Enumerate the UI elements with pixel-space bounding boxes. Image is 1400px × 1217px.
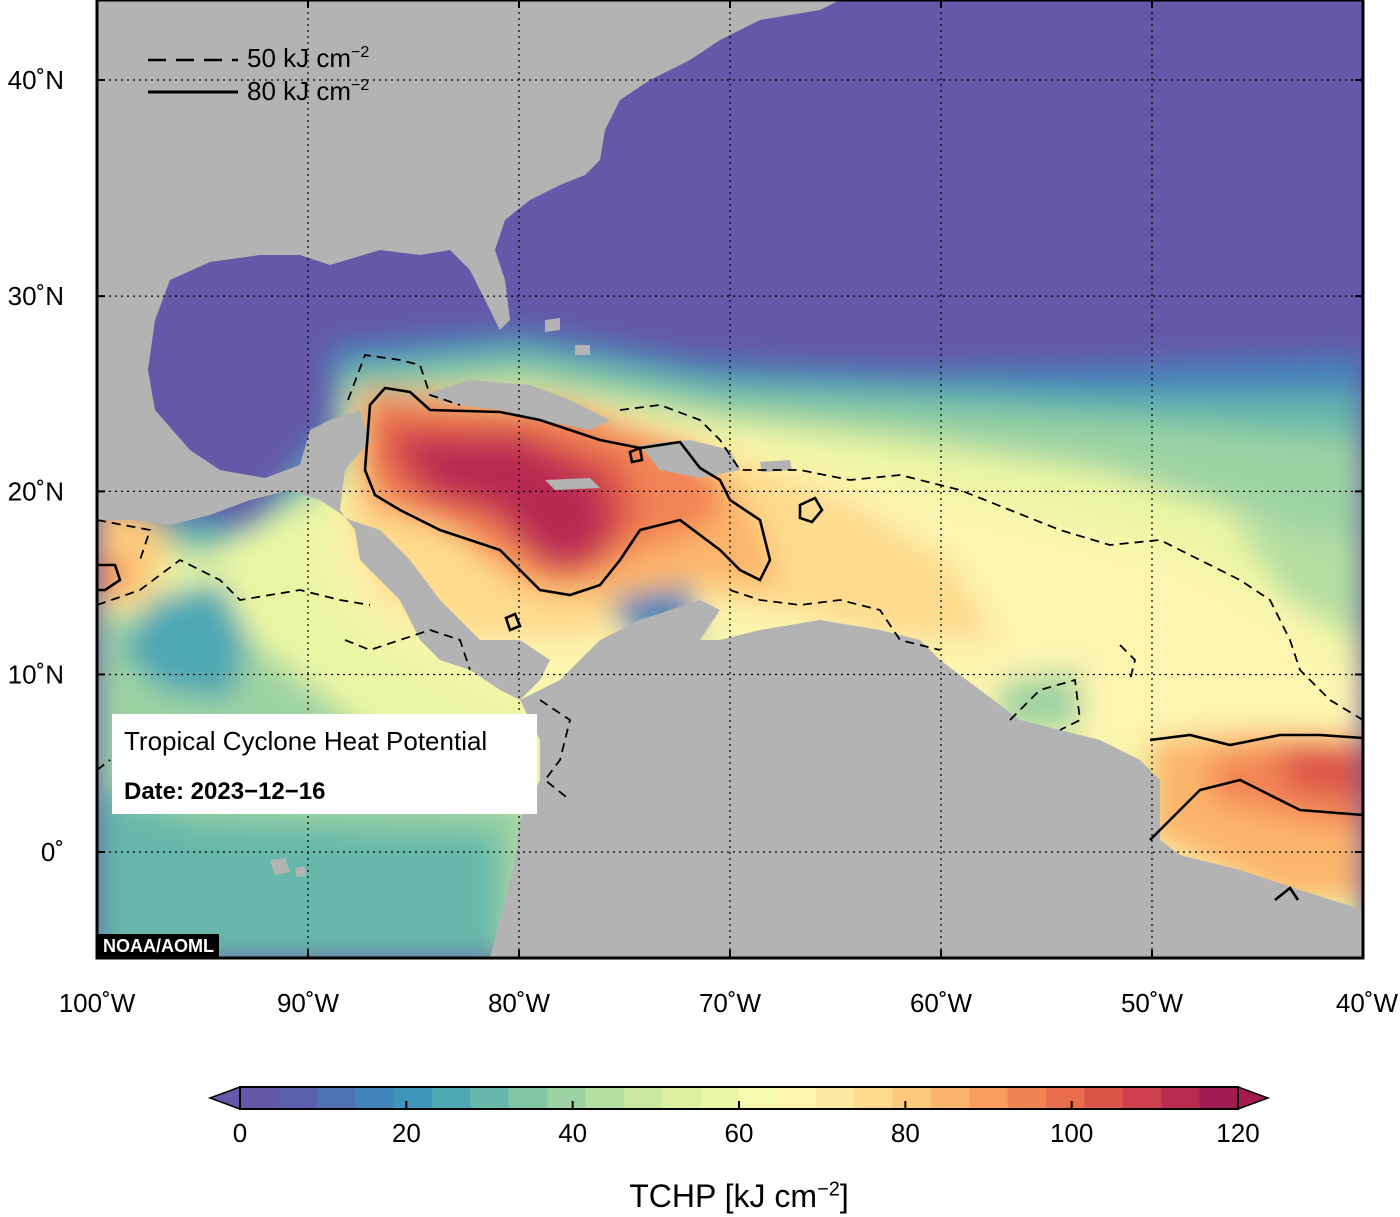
axis-labels: 40˚N 30˚N 20˚N 10˚N 0˚ 100˚W 90˚W 80˚W 70˚W 60˚W 5… (8, 0, 1399, 1018)
cuba-land (425, 380, 610, 430)
lon-label: 60˚W (910, 988, 973, 1018)
colorbar-segment (1122, 1087, 1162, 1109)
colorbar-segment (278, 1087, 318, 1109)
colorbar-segment (355, 1087, 395, 1109)
colorbar-segment (1007, 1087, 1047, 1109)
colorbar-tick-label: 20 (392, 1118, 421, 1148)
lat-label: 40˚N (8, 65, 64, 95)
map-plot-area (97, 0, 1363, 958)
contour-50 (97, 354, 1363, 801)
colorbar-segment (1046, 1087, 1086, 1109)
land-masses (97, 0, 1363, 958)
lon-label: 90˚W (277, 988, 340, 1018)
colorbar-unit-label: TCHP [kJ cm−2] (629, 1178, 849, 1214)
lat-label: 20˚N (8, 476, 64, 506)
colorbar-segment (508, 1087, 548, 1109)
colorbar-segment (892, 1087, 932, 1109)
contour-legend: 50 kJ cm−2 80 kJ cm−2 (148, 43, 369, 106)
credit-badge: NOAA/AOML (98, 934, 219, 958)
lon-label: 40˚W (1336, 988, 1399, 1018)
colorbar-segment (854, 1087, 894, 1109)
colorbar-segment (739, 1087, 778, 1109)
colorbar-segment (1084, 1087, 1124, 1109)
colorbar-tick-label: 60 (725, 1118, 754, 1148)
colorbar-segment (240, 1087, 279, 1109)
jamaica-land (545, 478, 600, 490)
legend-50-label: 50 kJ cm−2 (247, 43, 369, 73)
colorbar-segment (1161, 1087, 1201, 1109)
colorbar-segment (662, 1087, 702, 1109)
contour-80 (97, 386, 1363, 902)
colorbar-segment (470, 1087, 510, 1109)
lon-label: 50˚W (1121, 988, 1184, 1018)
colorbar-segment (585, 1087, 625, 1109)
colorbar-segment (393, 1087, 433, 1109)
lon-label: 100˚W (59, 988, 136, 1018)
south-america-land (490, 600, 1363, 958)
colorbar-segment (316, 1087, 356, 1109)
lat-label: 10˚N (8, 659, 64, 689)
colorbar-high-arrow (1237, 1085, 1271, 1111)
colorbar-segment (547, 1087, 587, 1109)
colorbar-segment (1199, 1087, 1239, 1109)
lat-label: 0˚ (41, 837, 64, 867)
colorbar-low-arrow (207, 1085, 241, 1111)
colorbar-tick-label: 120 (1216, 1118, 1259, 1148)
colorbar-tick-label: 80 (891, 1118, 920, 1148)
colorbar-tick-label: 40 (558, 1118, 587, 1148)
colorbar-segment (700, 1087, 740, 1109)
puerto-rico-land (760, 460, 792, 472)
colorbar-segment (969, 1087, 1009, 1109)
colorbar-segment (623, 1087, 663, 1109)
colorbar-tick-label: 0 (233, 1118, 247, 1148)
map-date: Date: 2023−12−16 (124, 778, 326, 805)
lon-label: 70˚W (699, 988, 762, 1018)
colorbar-segment (431, 1087, 471, 1109)
colorbar-segment (930, 1087, 970, 1109)
colorbar-segment (777, 1087, 817, 1109)
legend-80-label: 80 kJ cm−2 (247, 76, 369, 106)
lat-label: 30˚N (8, 281, 64, 311)
info-box: Tropical Cyclone Heat Potential Date: 20… (112, 714, 537, 814)
colorbar-segment (815, 1087, 855, 1109)
north-america-land (97, 0, 840, 700)
map-title: Tropical Cyclone Heat Potential (124, 726, 488, 756)
lon-label: 80˚W (488, 988, 551, 1018)
colorbar-tick-label: 100 (1050, 1118, 1093, 1148)
hispaniola-land (640, 440, 740, 478)
colorbar: 0 20 40 60 80 100 120 (207, 1085, 1271, 1148)
